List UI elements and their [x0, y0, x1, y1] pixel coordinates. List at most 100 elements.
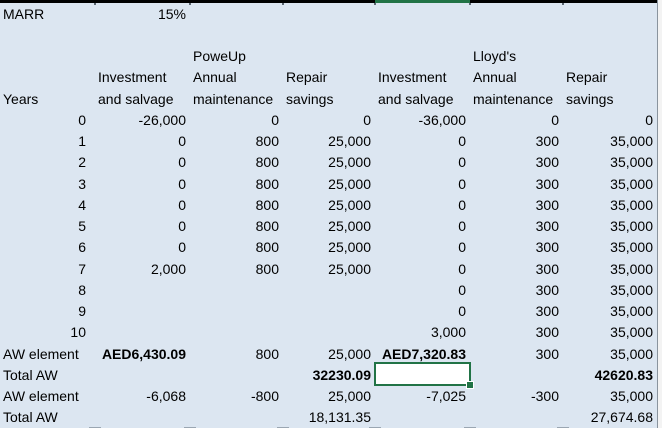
marr-label[interactable]: MARR	[3, 5, 45, 22]
cell-C7[interactable]: 800	[255, 133, 279, 150]
header-years[interactable]: Years	[3, 90, 39, 107]
cell-A11[interactable]: 5	[78, 218, 86, 235]
header-salvage-1[interactable]: and salvage	[98, 90, 174, 107]
aw-element-poweup[interactable]: AED6,430.09	[101, 345, 186, 362]
cell-F7[interactable]: 300	[535, 133, 559, 150]
cell-G7[interactable]: 35,000	[610, 133, 653, 150]
cell-E6[interactable]: -36,000	[418, 111, 466, 128]
row-label-aw-element-1[interactable]: AW element	[3, 345, 79, 362]
cell-C9[interactable]: 800	[255, 175, 279, 192]
cell-F8[interactable]: 300	[535, 154, 559, 171]
header-maintenance-2[interactable]: maintenance	[473, 90, 554, 107]
cell-B6[interactable]: -26,000	[138, 111, 186, 128]
active-cell[interactable]	[374, 362, 474, 389]
cell-E13[interactable]: 0	[458, 260, 466, 277]
cell-A10[interactable]: 4	[78, 196, 86, 213]
cell-G11[interactable]: 35,000	[610, 218, 653, 235]
cell-C17[interactable]: 800	[255, 345, 279, 362]
cell-A15[interactable]: 9	[78, 303, 86, 320]
header-repair-1[interactable]: Repair	[286, 69, 328, 86]
cell-D7[interactable]: 25,000	[328, 133, 371, 150]
cell-E16[interactable]: 3,000	[430, 324, 466, 341]
cell-G8[interactable]: 35,000	[610, 154, 653, 171]
cell-A16[interactable]: 10	[70, 324, 86, 341]
cell-G15[interactable]: 35,000	[610, 303, 653, 320]
cell-F15[interactable]: 300	[535, 303, 559, 320]
marr-value[interactable]: 15%	[157, 5, 186, 22]
cell-D9[interactable]: 25,000	[328, 175, 371, 192]
cell-D8[interactable]: 25,000	[328, 154, 371, 171]
header-annual-1[interactable]: Annual	[193, 69, 237, 86]
total-aw2-poweup[interactable]: 18,131.35	[308, 409, 371, 426]
option1-title[interactable]: PoweUp	[193, 48, 246, 65]
cell-G9[interactable]: 35,000	[610, 175, 653, 192]
header-savings-1[interactable]: savings	[286, 90, 334, 107]
cell-F11[interactable]: 300	[535, 218, 559, 235]
cell-B13[interactable]: 2,000	[150, 260, 186, 277]
cell-D10[interactable]: 25,000	[328, 196, 371, 213]
cell-C19[interactable]: -800	[250, 388, 279, 405]
header-repair-2[interactable]: Repair	[566, 69, 608, 86]
header-maintenance-1[interactable]: maintenance	[193, 90, 274, 107]
cell-A6[interactable]: 0	[78, 111, 86, 128]
cell-E7[interactable]: 0	[458, 133, 466, 150]
cell-A8[interactable]: 2	[78, 154, 86, 171]
total-aw-lloyds[interactable]: 42620.83	[594, 366, 653, 383]
aw-element-lloyds[interactable]: AED7,320.83	[381, 345, 466, 362]
cell-G17[interactable]: 35,000	[610, 345, 653, 362]
cell-E15[interactable]: 0	[458, 303, 466, 320]
cell-G13[interactable]: 35,000	[610, 260, 653, 277]
cell-D12[interactable]: 25,000	[328, 239, 371, 256]
header-salvage-2[interactable]: and salvage	[378, 90, 454, 107]
cell-D17[interactable]: 25,000	[328, 345, 371, 362]
cell-G14[interactable]: 35,000	[610, 281, 653, 298]
cell-E10[interactable]: 0	[458, 196, 466, 213]
cell-D11[interactable]: 25,000	[328, 218, 371, 235]
header-annual-2[interactable]: Annual	[473, 69, 517, 86]
cell-F14[interactable]: 300	[535, 281, 559, 298]
cell-A12[interactable]: 6	[78, 239, 86, 256]
cell-A7[interactable]: 1	[78, 133, 86, 150]
cell-B12[interactable]: 0	[178, 239, 186, 256]
cell-B10[interactable]: 0	[178, 196, 186, 213]
cell-C10[interactable]: 800	[255, 196, 279, 213]
cell-C8[interactable]: 800	[255, 154, 279, 171]
cell-F9[interactable]: 300	[535, 175, 559, 192]
cell-C12[interactable]: 800	[255, 239, 279, 256]
fill-handle-icon[interactable]	[466, 381, 474, 389]
cell-G10[interactable]: 35,000	[610, 196, 653, 213]
cell-E8[interactable]: 0	[458, 154, 466, 171]
row-label-total-aw-1[interactable]: Total AW	[3, 366, 58, 383]
cell-F16[interactable]: 300	[535, 324, 559, 341]
cell-F10[interactable]: 300	[535, 196, 559, 213]
cell-C11[interactable]: 800	[255, 218, 279, 235]
cell-B8[interactable]: 0	[178, 154, 186, 171]
cell-F19[interactable]: -300	[530, 388, 559, 405]
cell-D13[interactable]: 25,000	[328, 260, 371, 277]
cell-E19[interactable]: -7,025	[426, 388, 466, 405]
cell-D19[interactable]: 25,000	[328, 388, 371, 405]
total-aw-poweup[interactable]: 32230.09	[312, 366, 371, 383]
total-aw2-lloyds[interactable]: 27,674.68	[590, 409, 653, 426]
row-label-total-aw-2[interactable]: Total AW	[3, 409, 58, 426]
cell-F13[interactable]: 300	[535, 260, 559, 277]
cell-A14[interactable]: 8	[78, 281, 86, 298]
cell-F17[interactable]: 300	[535, 345, 559, 362]
cell-C6[interactable]: 0	[271, 111, 279, 128]
cell-E9[interactable]: 0	[458, 175, 466, 192]
cell-F12[interactable]: 300	[535, 239, 559, 256]
cell-E12[interactable]: 0	[458, 239, 466, 256]
cell-F6[interactable]: 0	[551, 111, 559, 128]
cell-B11[interactable]: 0	[178, 218, 186, 235]
cell-D6[interactable]: 0	[363, 111, 371, 128]
cell-G6[interactable]: 0	[645, 111, 653, 128]
cell-B7[interactable]: 0	[178, 133, 186, 150]
cell-C13[interactable]: 800	[255, 260, 279, 277]
row-label-aw-element-2[interactable]: AW element	[3, 388, 79, 405]
header-investment-1[interactable]: Investment	[98, 69, 167, 86]
cell-G12[interactable]: 35,000	[610, 239, 653, 256]
cell-A13[interactable]: 7	[78, 260, 86, 277]
cell-G19[interactable]: 35,000	[610, 388, 653, 405]
cell-G16[interactable]: 35,000	[610, 324, 653, 341]
cell-B19[interactable]: -6,068	[146, 388, 186, 405]
